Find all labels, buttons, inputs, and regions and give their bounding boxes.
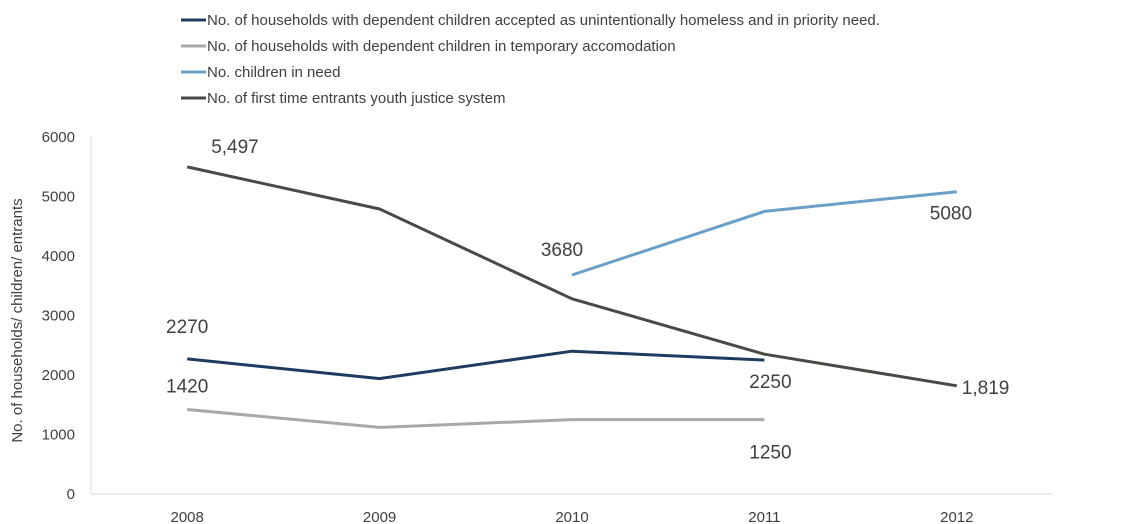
y-axis-title: No. of households/ children/ entrants: [9, 198, 26, 442]
series-line: [187, 349, 765, 381]
data-label: 2250: [749, 372, 791, 393]
legend-label: No. of households with dependent childre…: [207, 38, 676, 55]
y-tick-label: 5000: [42, 189, 75, 206]
x-tick-label: 2011: [748, 509, 780, 524]
series-lines: [186, 165, 958, 429]
legend-label: No. of households with dependent childre…: [207, 12, 880, 29]
x-tick-label: 2008: [171, 509, 204, 524]
y-tick-label: 0: [67, 486, 75, 503]
data-label: 1250: [749, 443, 791, 464]
legend-label: No. of first time entrants youth justice…: [207, 90, 505, 107]
legend: No. of households with dependent childre…: [181, 12, 880, 107]
data-label: 1,819: [962, 378, 1010, 399]
series-line: [571, 190, 957, 277]
data-label: 3680: [541, 240, 583, 261]
y-tick-label: 4000: [42, 248, 75, 265]
x-tick-label: 2009: [363, 509, 396, 524]
series-line: [186, 165, 958, 388]
axes: No. of households/ children/ entrants: [9, 137, 1053, 495]
data-label: 2270: [166, 317, 208, 338]
series-line: [187, 408, 765, 429]
x-tick-labels: 2008 2009 2010 2011 2012: [171, 509, 974, 524]
data-label: 5080: [930, 204, 972, 225]
y-tick-labels: 0 1000 2000 3000 4000 5000 6000: [42, 129, 75, 503]
y-tick-label: 3000: [42, 308, 75, 325]
x-tick-label: 2012: [940, 509, 973, 524]
data-label: 5,497: [211, 137, 259, 158]
y-tick-label: 1000: [42, 427, 75, 444]
y-tick-label: 6000: [42, 129, 75, 146]
x-tick-label: 2010: [555, 509, 588, 524]
y-tick-label: 2000: [42, 367, 75, 384]
data-labels: 2270 2250 1420 1250 3680 5080 5,497 1,819: [166, 137, 1009, 464]
data-label: 1420: [166, 377, 208, 398]
legend-label: No. children in need: [207, 64, 340, 81]
